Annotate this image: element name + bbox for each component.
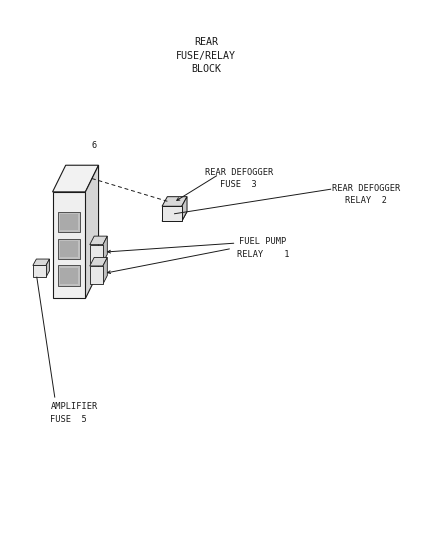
- Bar: [58, 239, 80, 259]
- Polygon shape: [85, 165, 99, 298]
- Text: REAR
FUSE/RELAY
BLOCK: REAR FUSE/RELAY BLOCK: [176, 37, 236, 74]
- Bar: [33, 265, 46, 277]
- Bar: [58, 212, 80, 232]
- Bar: [60, 268, 78, 284]
- Bar: [58, 265, 80, 286]
- Bar: [90, 245, 103, 263]
- Polygon shape: [182, 197, 187, 221]
- Bar: [60, 241, 78, 257]
- Polygon shape: [90, 257, 107, 266]
- Bar: [53, 192, 85, 298]
- Bar: [90, 266, 103, 284]
- Polygon shape: [162, 212, 187, 221]
- Polygon shape: [90, 236, 107, 245]
- Text: AMPLIFIER
FUSE  5: AMPLIFIER FUSE 5: [50, 402, 98, 424]
- Text: FUEL PUMP
RELAY    1: FUEL PUMP RELAY 1: [237, 237, 289, 259]
- Polygon shape: [103, 236, 107, 263]
- Polygon shape: [46, 259, 49, 277]
- Text: REAR DEFOGGER
RELAY  2: REAR DEFOGGER RELAY 2: [332, 184, 400, 205]
- Polygon shape: [33, 259, 49, 265]
- Polygon shape: [103, 257, 107, 284]
- Text: REAR DEFOGGER
FUSE  3: REAR DEFOGGER FUSE 3: [205, 168, 273, 189]
- Polygon shape: [53, 165, 99, 192]
- Polygon shape: [162, 197, 187, 206]
- Bar: [60, 214, 78, 230]
- Bar: [162, 206, 182, 221]
- Text: 6: 6: [92, 141, 97, 150]
